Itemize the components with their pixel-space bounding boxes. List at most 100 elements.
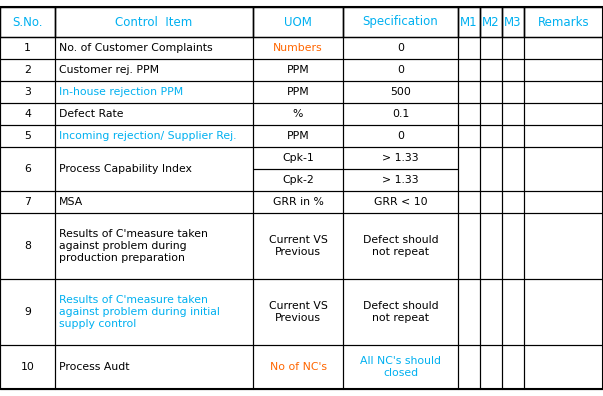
Bar bbox=[253, 103, 343, 125]
Text: 0.1: 0.1 bbox=[392, 109, 409, 119]
Text: GRR < 10: GRR < 10 bbox=[374, 197, 428, 207]
Bar bbox=[458, 345, 480, 389]
Text: 0: 0 bbox=[397, 131, 404, 141]
Bar bbox=[480, 81, 502, 103]
Text: Process Capability Index: Process Capability Index bbox=[59, 164, 192, 174]
Bar bbox=[524, 81, 603, 103]
Text: 2: 2 bbox=[24, 65, 31, 75]
Text: 0: 0 bbox=[397, 65, 404, 75]
Bar bbox=[480, 59, 502, 81]
Bar bbox=[524, 147, 603, 191]
Bar bbox=[502, 7, 524, 37]
Bar bbox=[524, 345, 603, 389]
Bar bbox=[458, 279, 480, 345]
Text: 0: 0 bbox=[397, 43, 404, 53]
Bar bbox=[55, 191, 253, 213]
Bar bbox=[458, 59, 480, 81]
Text: S.No.: S.No. bbox=[12, 15, 43, 29]
Text: PPM: PPM bbox=[286, 131, 309, 141]
Bar bbox=[480, 279, 502, 345]
Bar bbox=[502, 213, 524, 279]
Bar bbox=[343, 213, 458, 279]
Text: 3: 3 bbox=[24, 87, 31, 97]
Bar bbox=[55, 103, 253, 125]
Bar bbox=[0, 279, 55, 345]
Text: 6: 6 bbox=[24, 164, 31, 174]
Bar bbox=[55, 213, 253, 279]
Bar bbox=[480, 191, 502, 213]
Text: Defect should
not repeat: Defect should not repeat bbox=[362, 301, 438, 323]
Bar bbox=[253, 81, 343, 103]
Text: No of NC's: No of NC's bbox=[270, 362, 326, 372]
Bar bbox=[0, 59, 55, 81]
Bar bbox=[343, 147, 458, 169]
Text: GRR in %: GRR in % bbox=[273, 197, 323, 207]
Bar bbox=[253, 213, 343, 279]
Text: M3: M3 bbox=[504, 15, 522, 29]
Bar bbox=[55, 147, 253, 191]
Text: 4: 4 bbox=[24, 109, 31, 119]
Bar bbox=[524, 103, 603, 125]
Text: MSA: MSA bbox=[59, 197, 83, 207]
Text: 5: 5 bbox=[24, 131, 31, 141]
Bar bbox=[343, 7, 458, 37]
Bar bbox=[524, 37, 603, 59]
Bar bbox=[0, 191, 55, 213]
Text: 7: 7 bbox=[24, 197, 31, 207]
Bar bbox=[480, 125, 502, 147]
Text: M1: M1 bbox=[460, 15, 478, 29]
Text: Customer rej. PPM: Customer rej. PPM bbox=[59, 65, 159, 75]
Bar bbox=[253, 345, 343, 389]
Bar bbox=[524, 7, 603, 37]
Bar bbox=[0, 125, 55, 147]
Bar bbox=[524, 213, 603, 279]
Bar bbox=[502, 345, 524, 389]
Bar bbox=[253, 191, 343, 213]
Bar bbox=[253, 59, 343, 81]
Text: In-house rejection PPM: In-house rejection PPM bbox=[59, 87, 183, 97]
Text: 500: 500 bbox=[390, 87, 411, 97]
Bar bbox=[480, 37, 502, 59]
Bar bbox=[343, 345, 458, 389]
Bar bbox=[480, 103, 502, 125]
Bar bbox=[0, 7, 55, 37]
Text: UOM: UOM bbox=[284, 15, 312, 29]
Bar bbox=[343, 103, 458, 125]
Bar bbox=[502, 103, 524, 125]
Bar bbox=[253, 147, 343, 169]
Bar bbox=[458, 213, 480, 279]
Bar bbox=[458, 103, 480, 125]
Bar bbox=[458, 147, 480, 191]
Bar bbox=[502, 191, 524, 213]
Text: Specification: Specification bbox=[362, 15, 438, 29]
Bar bbox=[502, 59, 524, 81]
Text: Numbers: Numbers bbox=[273, 43, 323, 53]
Text: Defect should
not repeat: Defect should not repeat bbox=[362, 235, 438, 257]
Text: Remarks: Remarks bbox=[538, 15, 589, 29]
Bar bbox=[343, 191, 458, 213]
Bar bbox=[55, 345, 253, 389]
Bar bbox=[343, 279, 458, 345]
Text: 9: 9 bbox=[24, 307, 31, 317]
Text: 1: 1 bbox=[24, 43, 31, 53]
Bar bbox=[0, 81, 55, 103]
Text: 8: 8 bbox=[24, 241, 31, 251]
Bar bbox=[253, 125, 343, 147]
Text: 10: 10 bbox=[21, 362, 34, 372]
Bar bbox=[502, 147, 524, 191]
Bar bbox=[502, 125, 524, 147]
Bar bbox=[253, 7, 343, 37]
Text: Results of C'measure taken
against problem during initial
supply control: Results of C'measure taken against probl… bbox=[59, 295, 220, 329]
Bar bbox=[253, 279, 343, 345]
Bar bbox=[0, 37, 55, 59]
Text: Cpk-2: Cpk-2 bbox=[282, 175, 314, 185]
Bar bbox=[524, 191, 603, 213]
Bar bbox=[343, 81, 458, 103]
Text: M2: M2 bbox=[482, 15, 500, 29]
Bar bbox=[253, 37, 343, 59]
Bar bbox=[480, 7, 502, 37]
Bar bbox=[502, 81, 524, 103]
Bar bbox=[480, 147, 502, 191]
Bar bbox=[55, 279, 253, 345]
Bar bbox=[343, 125, 458, 147]
